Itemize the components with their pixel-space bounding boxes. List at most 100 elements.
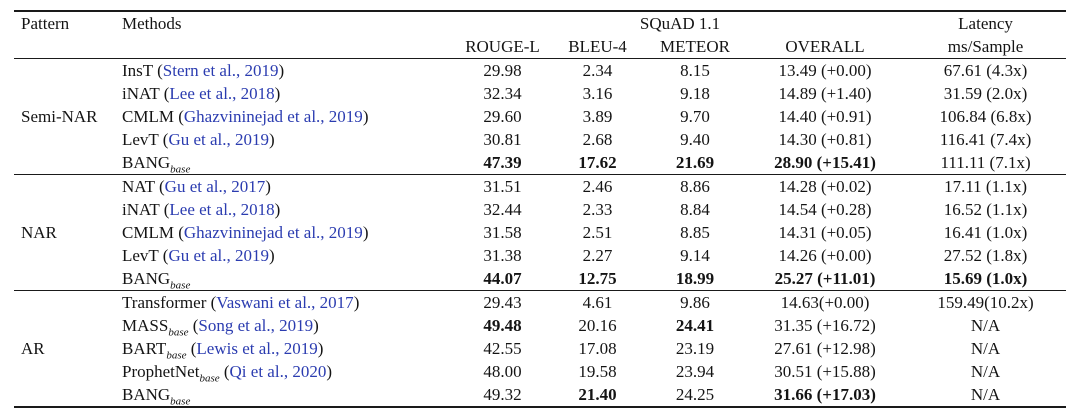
header-row-2: ROUGE-L BLEU-4 METEOR OVERALL ms/Sample: [14, 35, 1066, 59]
citation-link[interactable]: Qi et al., 2020: [229, 362, 327, 381]
citation-link[interactable]: Stern et al., 2019: [162, 61, 279, 80]
cell-meteor: 8.15: [680, 61, 710, 80]
method-name: NAT: [122, 177, 155, 196]
cell-meteor: 9.14: [680, 246, 710, 265]
table-row: LevT (Gu et al., 2019) 30.81 2.68 9.40 14.30…: [14, 128, 1066, 151]
cell-rouge-l: 31.38: [483, 246, 522, 265]
table-header: Pattern Methods SQuAD 1.1 Latency ROUGE-…: [14, 11, 1067, 59]
citation-link[interactable]: Gu et al., 2019: [168, 130, 270, 149]
pattern-label: AR: [21, 339, 45, 358]
citation-link[interactable]: Song et al., 2019: [198, 316, 314, 335]
cell-overall: 14.40 (+0.91): [778, 107, 872, 126]
method-name: BANG: [122, 153, 171, 172]
cell-latency: 111.11 (7.1x): [940, 153, 1031, 172]
cell-meteor: 9.70: [680, 107, 710, 126]
cell-rouge-l: 29.43: [483, 293, 522, 312]
citation-link[interactable]: Ghazvininejad et al., 2019: [183, 223, 363, 242]
cell-overall: 25.27 (+11.01): [774, 269, 876, 288]
table-row: BANGbase 47.39 17.62 21.69 28.90 (+15.41) 111…: [14, 151, 1066, 175]
table-row: LevT (Gu et al., 2019) 31.38 2.27 9.14 14.26…: [14, 244, 1066, 267]
citation-link[interactable]: Lewis et al., 2019: [196, 339, 318, 358]
cell-rouge-l: 42.55: [483, 339, 522, 358]
column-header-overall: OVERALL: [785, 37, 865, 56]
method-name: Transformer: [122, 293, 207, 312]
table-row: ProphetNetbase (Qi et al., 2020) 48.00 19.…: [14, 360, 1066, 383]
column-header-pattern: Pattern: [21, 14, 70, 33]
method-name: CMLM: [122, 223, 174, 242]
cell-bleu-4: 19.58: [578, 362, 617, 381]
cell-meteor: 21.69: [675, 153, 715, 172]
column-header-bleu-4: BLEU-4: [568, 37, 627, 56]
citation-link[interactable]: Ghazvininejad et al., 2019: [183, 107, 363, 126]
method-name: BANG: [122, 269, 171, 288]
cell-bleu-4: 4.61: [582, 293, 613, 312]
cell-rouge-l: 31.58: [483, 223, 522, 242]
cell-latency: N/A: [970, 316, 1001, 335]
citation-link[interactable]: Lee et al., 2018: [169, 84, 275, 103]
method-name: LevT: [122, 130, 159, 149]
method-name: CMLM: [122, 107, 174, 126]
table-row: NAR NAT (Gu et al., 2017) 31.51 2.46 8.86 14.…: [14, 175, 1066, 242]
cell-rouge-l: 31.51: [483, 177, 522, 196]
method-cell: ProphetNetbase (Qi et al., 2020): [122, 362, 332, 383]
cell-bleu-4: 21.40: [578, 385, 617, 404]
cell-overall: 30.51 (+15.88): [774, 362, 876, 381]
method-cell: BANGbase: [120, 151, 455, 175]
cell-latency: 17.11 (1.1x): [944, 177, 1028, 196]
cell-overall: 31.66 (+17.03): [774, 385, 876, 404]
cell-rouge-l: 29.98: [483, 61, 522, 80]
cell-meteor: 24.25: [675, 385, 715, 404]
cell-latency: 159.49(10.2x): [937, 293, 1034, 312]
table-row: BARTbase (Lewis et al., 2019) 42.55 17.08 2…: [14, 337, 1066, 360]
cell-meteor: 9.86: [680, 293, 710, 312]
cell-rouge-l: 29.60: [483, 107, 522, 126]
method-name: MASS: [122, 316, 169, 335]
method-subscript: base: [168, 326, 189, 337]
cell-bleu-4: 3.89: [582, 107, 613, 126]
cell-latency: 16.52 (1.1x): [943, 200, 1028, 219]
cell-overall: 14.54 (+0.28): [778, 200, 872, 219]
cell-bleu-4: 2.68: [582, 130, 613, 149]
method-subscript: base: [170, 279, 191, 291]
cell-latency: N/A: [970, 362, 1001, 381]
table-row: iNAT (Lee et al., 2018) 32.34 3.16 9.18 14.8…: [14, 82, 1066, 105]
method-cell: InsT (Stern et al., 2019): [122, 61, 285, 80]
header-row-1: Pattern Methods SQuAD 1.1 Latency: [14, 11, 1066, 35]
method-cell: iNAT (Lee et al., 2018): [122, 200, 281, 219]
cell-bleu-4: 2.27: [582, 246, 613, 265]
citation-link[interactable]: Lee et al., 2018: [169, 200, 275, 219]
cell-latency: 15.69 (1.0x): [943, 269, 1028, 288]
method-subscript: base: [170, 163, 191, 175]
citation-link[interactable]: Vaswani et al., 2017: [216, 293, 354, 312]
cell-overall: 14.30 (+0.81): [778, 130, 872, 149]
cell-rouge-l: 44.07: [483, 269, 522, 288]
method-cell: NAT (Gu et al., 2017): [122, 177, 271, 196]
cell-rouge-l: 48.00: [483, 362, 522, 381]
cell-bleu-4: 3.16: [582, 84, 613, 103]
group-ar: AR Transformer (Vaswani et al., 2017) 29.4…: [14, 290, 1067, 408]
method-subscript: base: [166, 349, 187, 360]
method-name: BANG: [122, 385, 171, 404]
cell-bleu-4: 2.46: [582, 177, 613, 196]
column-header-methods: Methods: [122, 14, 182, 33]
cell-meteor: 9.40: [680, 130, 710, 149]
cell-latency: 27.52 (1.8x): [943, 246, 1028, 265]
citation-link[interactable]: Gu et al., 2019: [168, 246, 270, 265]
cell-overall: 27.61 (+12.98): [774, 339, 876, 358]
cell-meteor: 18.99: [675, 269, 715, 288]
cell-bleu-4: 2.34: [582, 61, 613, 80]
cell-latency: N/A: [970, 385, 1001, 404]
cell-latency: N/A: [970, 339, 1001, 358]
cell-bleu-4: 17.62: [578, 153, 617, 172]
citation-link[interactable]: Gu et al., 2017: [164, 177, 266, 196]
method-cell: LevT (Gu et al., 2019): [122, 246, 275, 265]
cell-bleu-4: 12.75: [578, 269, 617, 288]
method-name: LevT: [122, 246, 159, 265]
cell-meteor: 8.86: [680, 177, 710, 196]
table-row: CMLM (Ghazvininejad et al., 2019) 29.60 3.…: [14, 105, 1066, 128]
column-header-ms-sample: ms/Sample: [947, 37, 1024, 56]
cell-bleu-4: 2.51: [582, 223, 613, 242]
pattern-label: Semi-NAR: [21, 107, 98, 126]
table-row: MASSbase (Song et al., 2019) 49.48 20.16 24…: [14, 314, 1066, 337]
